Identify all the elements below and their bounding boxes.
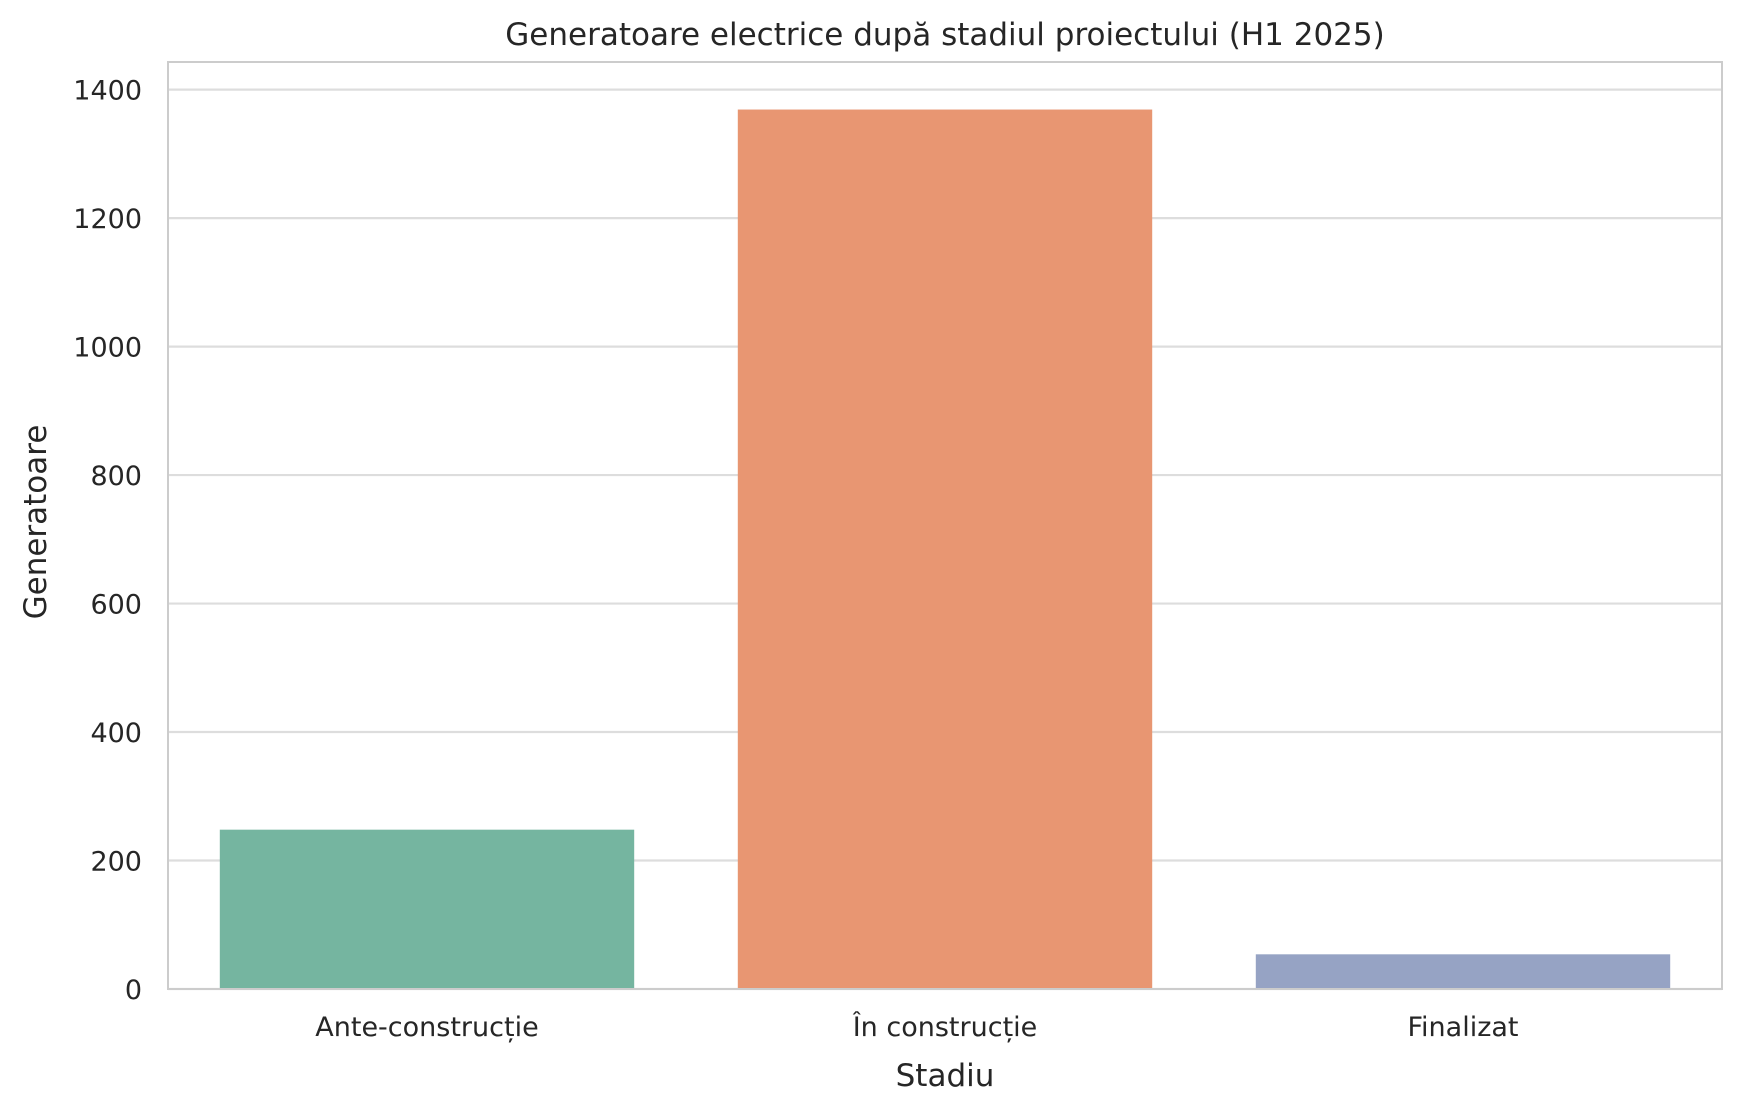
y-tick-label: 600	[90, 590, 142, 621]
y-tick-label: 0	[125, 975, 142, 1006]
y-tick-label: 1400	[73, 76, 142, 107]
chart-title: Generatoare electrice după stadiul proie…	[505, 17, 1384, 53]
x-tick-labels: Ante-construcție În construcție Finalizat	[315, 1011, 1518, 1043]
y-tick-label: 200	[90, 847, 142, 878]
bars	[219, 109, 1671, 990]
bar	[737, 109, 1153, 990]
x-tick-label: Ante-construcție	[315, 1012, 538, 1043]
bar	[219, 829, 635, 989]
x-tick-label: În construcție	[852, 1011, 1038, 1043]
y-tick-label: 400	[90, 718, 142, 749]
y-tick-label: 1000	[73, 333, 142, 364]
plot-frame	[167, 61, 1723, 990]
y-axis-label: Generatoare	[18, 425, 54, 620]
bar	[1255, 954, 1671, 989]
x-axis-label: Stadiu	[896, 1058, 995, 1094]
y-tick-label: 1200	[73, 204, 142, 235]
y-tick-label: 800	[90, 461, 142, 492]
x-tick-label: Finalizat	[1407, 1012, 1518, 1043]
y-tick-labels: 0 200 400 600 800 1000 1200 1400	[73, 76, 142, 1006]
